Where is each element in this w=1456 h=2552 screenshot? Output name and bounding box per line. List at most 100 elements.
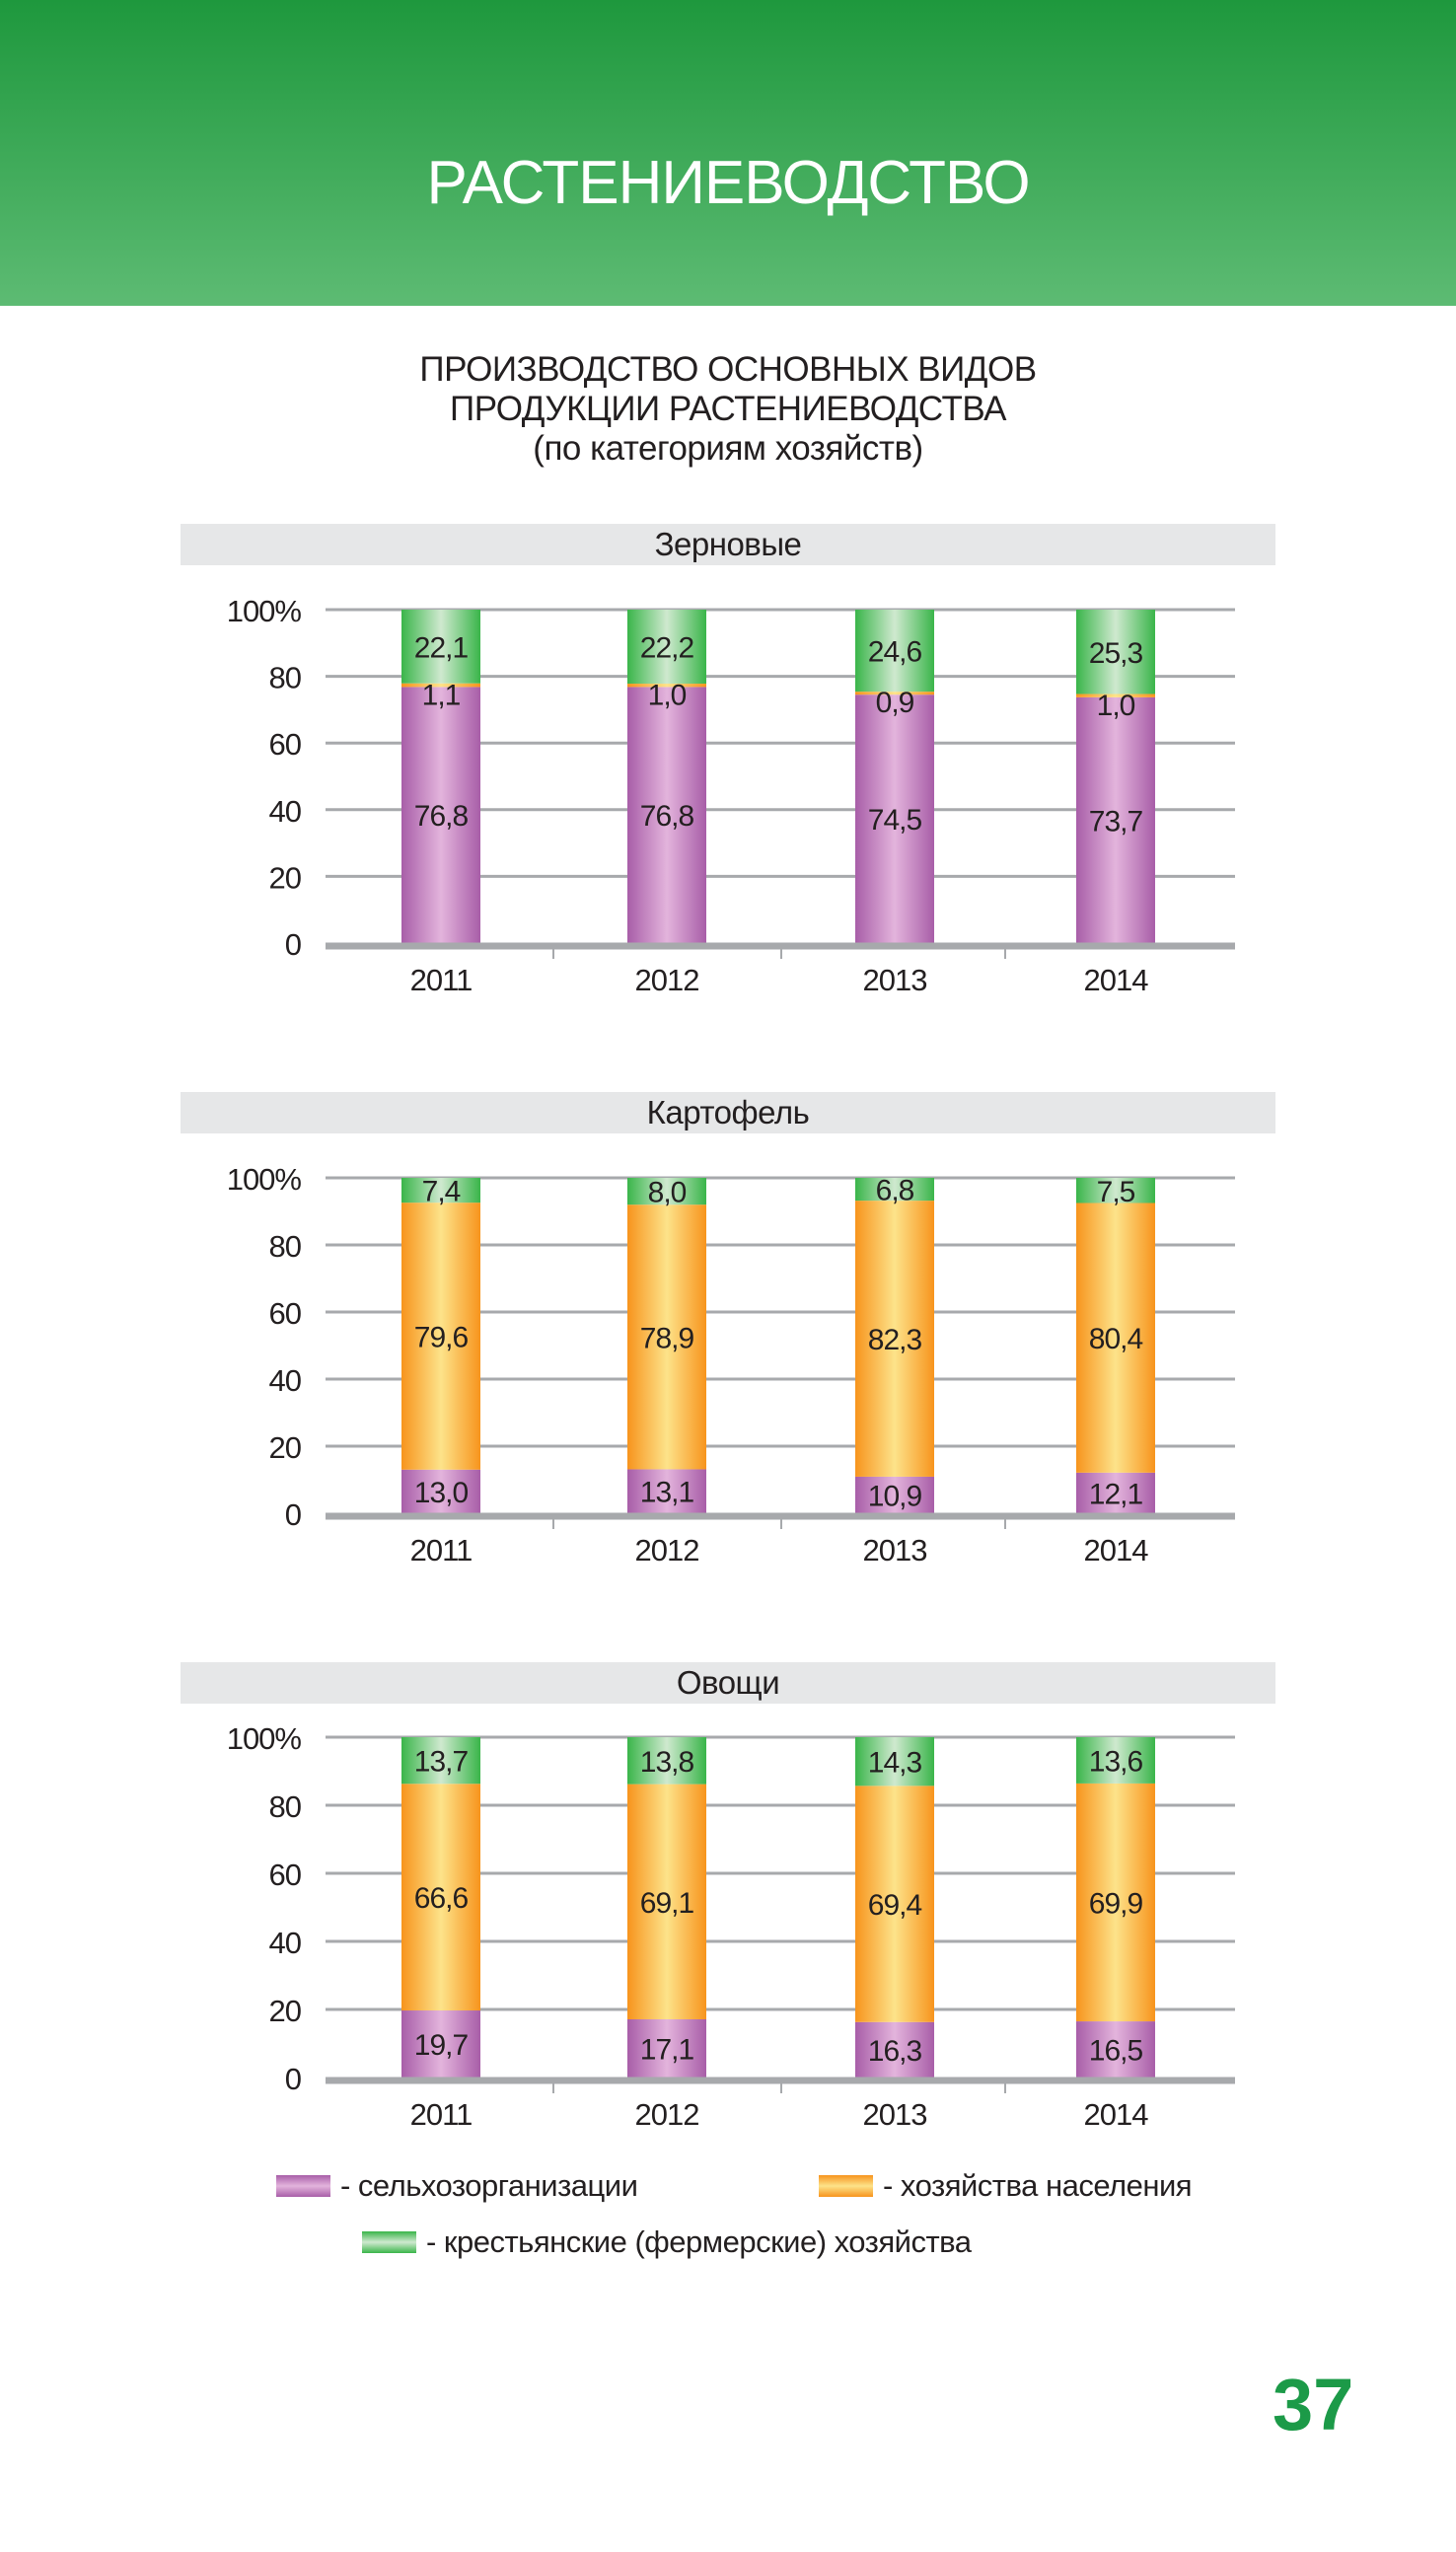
y-tick-label: 60 bbox=[269, 727, 302, 762]
chart-title-potato: Картофель bbox=[181, 1092, 1275, 1133]
data-label-farms: 13,7 bbox=[414, 1746, 469, 1779]
bar-segment-households bbox=[627, 1784, 706, 2020]
bar-segment-households bbox=[627, 684, 706, 688]
y-tick-label: 80 bbox=[269, 1789, 302, 1824]
legend-swatch-households bbox=[819, 2175, 873, 2197]
data-label-farms: 24,6 bbox=[868, 636, 922, 669]
x-tick-label: 2013 bbox=[863, 963, 927, 997]
data-label-org: 16,5 bbox=[1089, 2035, 1143, 2068]
data-label-org: 76,8 bbox=[640, 800, 694, 833]
x-tick-label: 2012 bbox=[635, 2097, 699, 2132]
data-label-households: 80,4 bbox=[1089, 1323, 1143, 1355]
bar-segment-households bbox=[627, 1204, 706, 1470]
data-label-households: 69,4 bbox=[868, 1889, 922, 1922]
y-tick-label: 20 bbox=[269, 860, 302, 895]
bar-segment-households bbox=[855, 692, 934, 695]
page-title: ПРОИЗВОДСТВО ОСНОВНЫХ ВИДОВ ПРОДУКЦИИ РА… bbox=[0, 350, 1456, 469]
legend-item-farms: - крестьянские (фермерские) хозяйства bbox=[362, 2224, 972, 2260]
y-tick-label: 100% bbox=[227, 1721, 302, 1756]
bar-segment-org bbox=[401, 2010, 480, 2078]
bar-segment-households bbox=[1076, 1203, 1155, 1473]
bar-segment-org bbox=[1076, 1472, 1155, 1513]
page-number: 37 bbox=[1273, 2364, 1354, 2445]
data-label-households: 1,0 bbox=[1097, 690, 1135, 722]
data-label-households: 78,9 bbox=[640, 1322, 694, 1354]
x-tick-label: 2013 bbox=[863, 2097, 927, 2132]
y-tick-label: 60 bbox=[269, 1858, 302, 1892]
y-tick-label: 60 bbox=[269, 1296, 302, 1331]
bar-segment-org bbox=[627, 2019, 706, 2078]
bar-segment-households bbox=[855, 1786, 934, 2022]
x-tick-label: 2014 bbox=[1084, 2097, 1149, 2132]
bar-segment-farms bbox=[855, 1178, 934, 1202]
x-tick-label: 2012 bbox=[635, 1533, 699, 1568]
x-tick-label: 2013 bbox=[863, 1533, 927, 1568]
legend-swatch-farms bbox=[362, 2231, 416, 2253]
legend-label-farms: - крестьянские (фермерские) хозяйства bbox=[426, 2224, 972, 2259]
bar-segment-households bbox=[401, 683, 480, 688]
legend-label-org: - сельхозорганизации bbox=[340, 2168, 638, 2203]
data-label-org: 17,1 bbox=[640, 2034, 694, 2067]
data-label-households: 1,1 bbox=[422, 679, 461, 711]
bar-segment-farms bbox=[401, 610, 480, 684]
bar-segment-org bbox=[1076, 696, 1155, 943]
data-label-farms: 7,4 bbox=[422, 1176, 461, 1208]
bar-segment-org bbox=[627, 1469, 706, 1513]
chart-title-grain: Зерновые bbox=[181, 524, 1275, 565]
bar-segment-org bbox=[1076, 2021, 1155, 2078]
legend-item-org: - сельхозорганизации bbox=[276, 2168, 638, 2204]
bar-segment-org bbox=[627, 687, 706, 943]
data-label-farms: 6,8 bbox=[876, 1175, 914, 1207]
bar-segment-farms bbox=[1076, 1737, 1155, 1784]
legend-swatch-org bbox=[276, 2175, 330, 2197]
legend-item-households: - хозяйства населения bbox=[819, 2168, 1193, 2204]
x-tick-label: 2011 bbox=[410, 2097, 473, 2132]
data-label-org: 10,9 bbox=[868, 1480, 922, 1512]
bar-segment-org bbox=[401, 1469, 480, 1513]
y-tick-label: 0 bbox=[285, 1497, 302, 1532]
y-tick-label: 20 bbox=[269, 1430, 302, 1465]
data-label-org: 19,7 bbox=[414, 2029, 469, 2062]
bar-segment-org bbox=[855, 1476, 934, 1513]
bar-segment-households bbox=[1076, 693, 1155, 697]
section-title: РАСТЕНИЕВОДСТВО bbox=[426, 149, 1030, 217]
y-tick-label: 40 bbox=[269, 794, 302, 829]
data-label-farms: 13,6 bbox=[1089, 1745, 1143, 1778]
data-label-farms: 22,2 bbox=[640, 632, 694, 665]
bar-segment-org bbox=[855, 694, 934, 943]
title-line-1: ПРОИЗВОДСТВО ОСНОВНЫХ ВИДОВ bbox=[419, 350, 1037, 389]
x-tick-label: 2011 bbox=[410, 963, 473, 997]
data-label-farms: 13,8 bbox=[640, 1746, 694, 1779]
bar-segment-org bbox=[401, 687, 480, 943]
x-tick-label: 2011 bbox=[410, 1533, 473, 1568]
data-label-households: 1,0 bbox=[648, 679, 687, 711]
chart-title-vegetables: Овощи bbox=[181, 1662, 1275, 1704]
data-label-farms: 22,1 bbox=[414, 631, 469, 664]
y-tick-label: 20 bbox=[269, 1994, 302, 2028]
data-label-households: 79,6 bbox=[414, 1321, 469, 1353]
data-label-households: 0,9 bbox=[876, 687, 914, 719]
bar-segment-households bbox=[1076, 1783, 1155, 2022]
bar-segment-households bbox=[401, 1784, 480, 2011]
bar-segment-farms bbox=[627, 1737, 706, 1785]
data-label-households: 66,6 bbox=[414, 1882, 469, 1915]
data-label-org: 74,5 bbox=[868, 804, 922, 837]
data-label-farms: 7,5 bbox=[1097, 1176, 1135, 1208]
y-tick-label: 80 bbox=[269, 661, 302, 695]
title-line-2: ПРОДУКЦИИ РАСТЕНИЕВОДСТВА bbox=[450, 390, 1006, 428]
data-label-farms: 25,3 bbox=[1089, 637, 1143, 670]
data-label-households: 82,3 bbox=[868, 1324, 922, 1356]
bar-segment-farms bbox=[855, 1737, 934, 1786]
data-label-farms: 8,0 bbox=[648, 1177, 687, 1209]
data-label-org: 12,1 bbox=[1089, 1478, 1143, 1510]
bar-segment-farms bbox=[401, 1737, 480, 1785]
bar-segment-farms bbox=[1076, 610, 1155, 694]
data-label-org: 13,1 bbox=[640, 1477, 694, 1509]
bar-segment-org bbox=[855, 2021, 934, 2078]
y-tick-label: 100% bbox=[227, 594, 302, 628]
title-line-3: (по категориям хозяйств) bbox=[533, 429, 923, 468]
bar-segment-households bbox=[855, 1201, 934, 1477]
data-label-org: 13,0 bbox=[414, 1477, 469, 1509]
bar-segment-farms bbox=[855, 610, 934, 693]
data-label-org: 76,8 bbox=[414, 800, 469, 833]
